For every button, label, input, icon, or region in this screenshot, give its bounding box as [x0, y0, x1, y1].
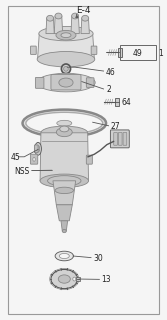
- FancyBboxPatch shape: [76, 277, 80, 281]
- FancyBboxPatch shape: [86, 78, 94, 87]
- Ellipse shape: [47, 15, 54, 21]
- Ellipse shape: [37, 73, 95, 92]
- Ellipse shape: [82, 15, 89, 21]
- FancyBboxPatch shape: [34, 145, 38, 153]
- Text: E-4: E-4: [76, 6, 91, 15]
- Text: 2: 2: [106, 85, 111, 94]
- FancyBboxPatch shape: [86, 155, 92, 164]
- Ellipse shape: [59, 78, 73, 87]
- Ellipse shape: [58, 275, 70, 283]
- Polygon shape: [53, 181, 76, 205]
- Polygon shape: [71, 16, 79, 34]
- FancyBboxPatch shape: [30, 154, 38, 164]
- Text: 64: 64: [122, 98, 132, 107]
- Ellipse shape: [33, 157, 35, 161]
- Polygon shape: [54, 16, 63, 34]
- Ellipse shape: [55, 187, 73, 194]
- FancyBboxPatch shape: [91, 46, 97, 54]
- Ellipse shape: [61, 64, 70, 74]
- Ellipse shape: [61, 33, 71, 38]
- Ellipse shape: [56, 30, 76, 40]
- Circle shape: [36, 146, 40, 152]
- Polygon shape: [40, 133, 89, 181]
- Text: 49: 49: [133, 49, 142, 58]
- Text: 13: 13: [101, 276, 111, 284]
- Polygon shape: [61, 221, 68, 231]
- Ellipse shape: [40, 174, 89, 188]
- FancyBboxPatch shape: [115, 98, 119, 106]
- Polygon shape: [46, 18, 54, 34]
- Ellipse shape: [59, 253, 69, 259]
- Text: NSS: NSS: [14, 167, 29, 176]
- Text: 27: 27: [110, 122, 120, 131]
- Polygon shape: [38, 34, 94, 59]
- FancyBboxPatch shape: [51, 75, 81, 90]
- Ellipse shape: [41, 126, 88, 140]
- FancyBboxPatch shape: [31, 46, 36, 54]
- Ellipse shape: [26, 112, 103, 134]
- Polygon shape: [81, 18, 89, 34]
- Ellipse shape: [37, 52, 95, 67]
- FancyBboxPatch shape: [110, 130, 129, 148]
- FancyBboxPatch shape: [118, 48, 122, 57]
- Ellipse shape: [51, 269, 78, 289]
- Ellipse shape: [55, 13, 62, 19]
- Bar: [120, 45, 156, 60]
- Ellipse shape: [57, 120, 72, 126]
- FancyBboxPatch shape: [118, 132, 122, 145]
- Ellipse shape: [72, 13, 79, 19]
- Text: 45: 45: [11, 153, 21, 162]
- Ellipse shape: [39, 27, 93, 41]
- Ellipse shape: [48, 176, 81, 186]
- Ellipse shape: [55, 251, 73, 261]
- Text: 46: 46: [106, 68, 116, 76]
- FancyBboxPatch shape: [35, 77, 44, 88]
- Polygon shape: [56, 205, 72, 221]
- Ellipse shape: [60, 126, 69, 132]
- Ellipse shape: [62, 229, 66, 233]
- Ellipse shape: [64, 67, 68, 71]
- Ellipse shape: [73, 277, 76, 281]
- Text: 1: 1: [158, 49, 162, 58]
- Text: 30: 30: [94, 254, 103, 263]
- Ellipse shape: [56, 128, 72, 137]
- Ellipse shape: [23, 110, 106, 137]
- Circle shape: [35, 142, 41, 155]
- FancyBboxPatch shape: [123, 132, 127, 145]
- FancyBboxPatch shape: [114, 132, 117, 145]
